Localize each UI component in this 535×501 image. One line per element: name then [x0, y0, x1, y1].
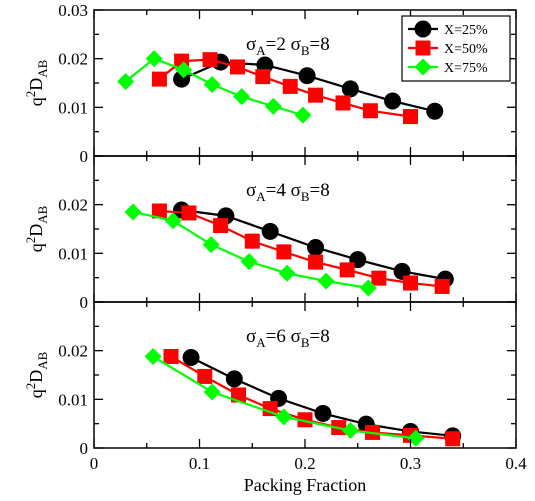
panel-3-series-3-point — [275, 408, 293, 426]
panel-1-series-3-point — [264, 97, 282, 115]
panel-2-series-3-point — [202, 236, 220, 254]
panel-2-series-2-point — [151, 203, 167, 219]
panel-2-series-2-point — [434, 278, 450, 294]
panel-3-series-3-point — [203, 383, 221, 401]
panel-3-series-2-point — [197, 368, 213, 384]
xtick-label: 0.2 — [294, 454, 315, 473]
panel-1-series-2-point — [403, 109, 418, 125]
xtick-label: 0.1 — [189, 454, 210, 473]
panel-1-series-2-point — [255, 69, 271, 85]
panel-1-ytick-label: 0.03 — [58, 1, 88, 20]
panel-3-series-1-point — [182, 348, 200, 366]
panel-2-ytick-label: 0.01 — [58, 244, 88, 263]
panel-2-series-3-point — [278, 264, 296, 282]
panel-2-series-3-point — [317, 272, 335, 290]
panel-1-series-2-point — [335, 95, 351, 111]
panel-2-series-2-point — [308, 254, 324, 270]
panel-1-series-2-point — [282, 78, 298, 94]
panel-2-series-3-point — [124, 203, 142, 221]
panel-2-series-2-point — [403, 275, 418, 291]
panel-2-sigma-label: σA=4 σB=8 — [246, 180, 330, 204]
panel-3-series-2-point — [163, 349, 179, 365]
panel-2-series-2-point — [244, 233, 260, 249]
panel-1-series-3-point — [117, 73, 135, 91]
panel-3-ytick-label: 0 — [80, 439, 89, 458]
panel-2-series-2-point — [213, 218, 229, 234]
panel-3-ytick-label: 0.02 — [58, 342, 88, 361]
panel-1-ytick-label: 0 — [80, 147, 89, 166]
xtick-label: 0 — [90, 454, 99, 473]
xtick-label: 0.3 — [400, 454, 421, 473]
panel-1-series-2-point — [362, 103, 378, 119]
legend-marker-3 — [414, 58, 432, 76]
panel-2-series-2-point — [371, 270, 387, 286]
legend-marker-2 — [415, 40, 431, 56]
panel-2-ytick-label: 0.02 — [58, 196, 88, 215]
panel-2-series-2-point — [181, 205, 197, 221]
panel-2-ylabel: q2DAB — [23, 205, 50, 252]
panel-2-series-3-point — [240, 253, 258, 271]
panel-2-series-1-point — [261, 222, 279, 240]
xtick-label: 0.4 — [505, 454, 527, 473]
panel-3-series-2-point — [445, 431, 461, 447]
panel-1-series-3-point — [175, 61, 193, 79]
legend-label-1: X=25% — [444, 23, 488, 38]
panel-2-series-line-2 — [159, 209, 443, 288]
panel-3-series-1-point — [314, 404, 332, 422]
panel-2-series-3-point — [359, 279, 377, 297]
panel-1-series-3-point — [294, 106, 312, 124]
panel-1-ytick-label: 0.02 — [58, 50, 88, 69]
panel-1-series-2-point — [151, 71, 167, 87]
legend-marker-1 — [414, 20, 432, 38]
panel-1-series-3-point — [233, 88, 251, 106]
panel-3-series-2-point — [297, 412, 313, 428]
panel-1-series-1-point — [384, 92, 402, 110]
panel-1-sigma-label: σA=2 σB=8 — [246, 34, 330, 58]
panel-1-series-line-2 — [158, 58, 411, 118]
legend-label-3: X=75% — [444, 61, 488, 76]
panel-3-series-3-point — [407, 429, 425, 447]
panel-2-ytick-label: 0 — [80, 293, 89, 312]
panel-1-series-1-point — [298, 67, 316, 85]
panel-1-series-2-point — [229, 59, 245, 75]
panel-1-ytick-label: 0.01 — [58, 98, 88, 117]
panel-2-series-2-point — [339, 262, 355, 278]
panel-1-series-2-point — [202, 52, 218, 68]
panel-1-series-1-point — [341, 80, 359, 98]
panel-2-series-1-point — [307, 238, 325, 256]
panel-2-series-2-point — [276, 244, 292, 260]
panel-1-series-1-point — [426, 102, 444, 120]
x-axis-label: Packing Fraction — [244, 475, 366, 495]
panel-3-series-3-point — [144, 348, 162, 366]
legend-label-2: X=50% — [444, 42, 488, 57]
panel-1-ylabel: q2DAB — [23, 59, 50, 106]
panel-3-series-1-point — [225, 370, 243, 388]
panel-2-series-3-point — [164, 212, 182, 230]
panel-3-sigma-label: σA=6 σB=8 — [246, 326, 330, 350]
panel-1-series-3-point — [203, 75, 221, 93]
panel-3-series-3-point — [341, 421, 359, 439]
panel-3-ytick-label: 0.01 — [58, 390, 88, 409]
panel-1-series-2-point — [308, 87, 324, 103]
panel-1-series-3-point — [145, 50, 163, 68]
panel-3-ylabel: q2DAB — [23, 351, 50, 398]
